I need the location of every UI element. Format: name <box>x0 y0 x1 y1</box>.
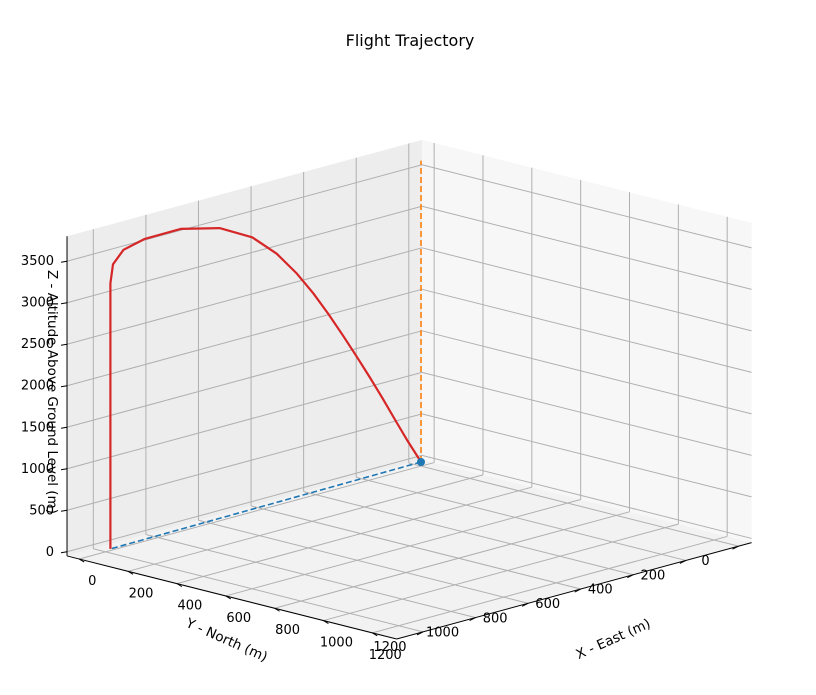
y-tick-label: 400 <box>588 583 613 598</box>
y-tick-label: 1000 <box>426 626 459 641</box>
x-axis-line <box>66 555 397 640</box>
x-tick-label: 600 <box>226 611 251 626</box>
z-grid-left-wall <box>66 164 423 262</box>
y-grid-floor <box>145 534 476 619</box>
x-tick-label: 800 <box>275 623 300 638</box>
x-tick-label: 400 <box>177 599 202 614</box>
z-grid-right-wall <box>421 454 752 539</box>
z-tick-label: 1500 <box>21 420 54 435</box>
z-tick <box>60 260 68 263</box>
z-grid-right-wall <box>421 371 752 456</box>
y-axis-line <box>396 542 752 640</box>
launch-point-marker <box>417 458 425 466</box>
y-tick <box>732 545 739 550</box>
z-tick <box>60 468 68 471</box>
z-tick-label: 500 <box>29 503 54 518</box>
z-tick-label: 2500 <box>21 337 54 352</box>
z-grid-right-wall <box>421 247 752 332</box>
z-grid-left-wall <box>66 413 423 511</box>
z-grid-right-wall <box>421 164 752 249</box>
data-series <box>109 160 425 550</box>
axis-panes <box>67 139 752 639</box>
y-grid-floor <box>93 548 424 633</box>
back-right-pane <box>421 139 752 543</box>
x-tick-label: 0 <box>88 574 96 589</box>
x-tick <box>274 607 280 612</box>
y-tick-label: 600 <box>535 597 560 612</box>
x-grid-floor <box>323 523 679 622</box>
z-tick <box>60 426 68 429</box>
z-tick <box>60 343 68 346</box>
y-grid-floor <box>198 519 529 604</box>
x-grid-floor <box>225 499 581 597</box>
z-grid-left-wall <box>66 454 423 553</box>
y-grid-floor <box>408 462 739 547</box>
axis-lines <box>66 236 752 640</box>
z-grid-left-wall <box>66 288 423 387</box>
x-tick <box>127 570 134 575</box>
tick-labels: 0 200 400 600 800 1000 1200 0 200 400 600 800 1000 12… <box>21 254 710 663</box>
z-grid-right-wall <box>421 330 752 415</box>
y-tick-label: 1200 <box>373 640 406 655</box>
x-tick-label: 1000 <box>320 636 353 651</box>
x-tick <box>323 620 329 624</box>
y-tick-label: 0 <box>701 554 709 569</box>
chart-title: Flight Trajectory <box>346 31 475 50</box>
tick-marks <box>60 260 739 637</box>
y-tick <box>416 631 424 636</box>
x-grid-floor <box>176 486 532 585</box>
back-left-pane <box>67 139 422 556</box>
x-grid-floor <box>372 535 728 634</box>
z-grid-right-wall <box>421 288 752 373</box>
x-grid-floor <box>79 462 435 560</box>
z-tick-label: 3000 <box>21 296 54 311</box>
z-grid-left-wall <box>66 205 423 304</box>
y-grid-floor <box>250 505 581 590</box>
y-grid-floor <box>356 476 687 561</box>
z-grid-right-wall <box>421 413 752 498</box>
x-tick <box>176 583 183 588</box>
x-axis-label: X - East (m) <box>574 616 653 663</box>
y-tick <box>574 588 581 593</box>
z-tick <box>60 302 68 305</box>
y-tick <box>521 602 529 607</box>
z-tick-label: 0 <box>46 545 54 560</box>
y-tick-label: 800 <box>483 611 508 626</box>
z-tick <box>60 509 68 512</box>
z-tick-label: 1000 <box>21 462 54 477</box>
z-grid-right-wall <box>421 205 752 290</box>
z-grid-left-wall <box>66 371 423 470</box>
x-tick <box>372 632 378 637</box>
trajectory-line <box>109 227 422 549</box>
z-tick <box>60 551 68 554</box>
y-grid-floor <box>303 491 634 576</box>
z-tick-label: 2000 <box>21 379 54 394</box>
x-tick <box>78 558 85 563</box>
y-tick <box>469 617 476 622</box>
y-tick <box>627 574 634 579</box>
y-tick-label: 200 <box>640 568 665 583</box>
x-tick-label: 200 <box>129 586 154 601</box>
floor-pane <box>67 459 752 639</box>
x-tick-label: 1200 <box>369 648 402 663</box>
x-grid-floor <box>274 511 630 609</box>
z-axis-label: Z - Altitude Above Ground Level (m) <box>44 270 60 514</box>
z-grid-left-wall <box>66 247 423 345</box>
z-grid-left-wall <box>66 330 423 428</box>
z-tick-label: 3500 <box>21 254 54 269</box>
z-tick <box>60 385 68 388</box>
grid-lines <box>66 142 752 634</box>
x-tick <box>225 595 232 600</box>
x-grid-floor <box>127 474 484 572</box>
y-tick <box>679 559 687 564</box>
